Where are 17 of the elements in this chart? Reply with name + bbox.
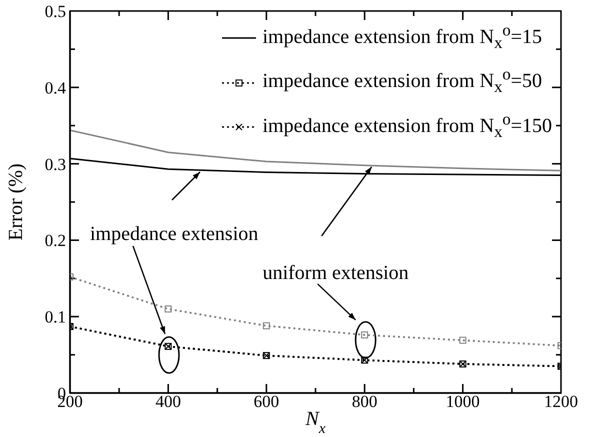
x-tick-label: 800 xyxy=(352,392,378,411)
x-tick-label: 1200 xyxy=(544,392,578,411)
x-tick-label: 600 xyxy=(254,392,280,411)
x-axis-title: N$_{x}$ xyxy=(304,408,326,437)
annotation: uniform extension xyxy=(262,262,409,284)
y-tick-label: 0.3 xyxy=(44,154,66,174)
x-tick-label: 400 xyxy=(155,392,181,411)
legend-label: impedance extension from N$_{x}$$^{o}$=50 xyxy=(262,64,542,96)
legend-label: impedance extension from N$_{x}$$^{o}$=15 xyxy=(262,20,542,52)
x-tick-label: 1000 xyxy=(446,392,480,411)
y-tick-label: 0.4 xyxy=(44,78,66,98)
y-tick-label: 0.5 xyxy=(44,2,66,21)
annotation: impedance extension xyxy=(90,223,258,245)
y-tick-label: 0.1 xyxy=(44,308,66,327)
y-axis-title: Error (%) xyxy=(5,163,27,241)
legend-label: impedance extension from N$_{x}$$^{o}$=150 xyxy=(262,109,552,141)
y-tick-label: 0.2 xyxy=(44,231,66,250)
